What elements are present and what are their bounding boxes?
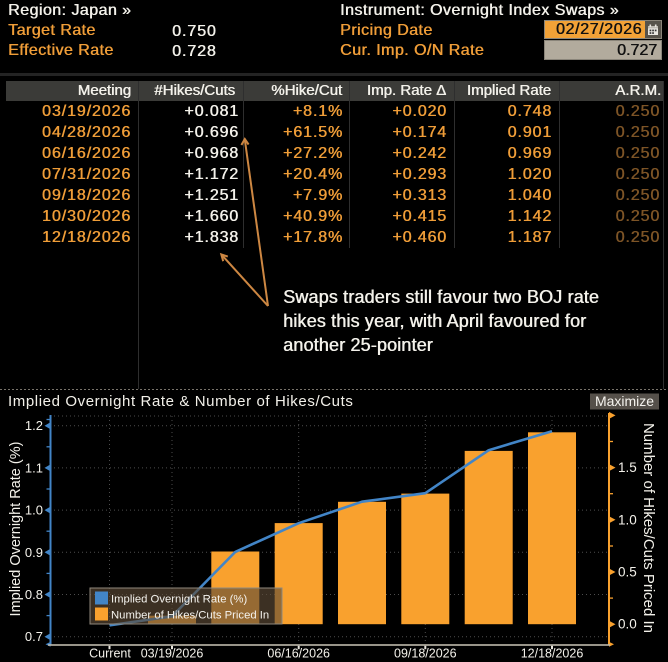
svg-text:Implied Overnight Rate & Numbe: Implied Overnight Rate & Number of Hikes…	[8, 393, 353, 410]
svg-text:Maximize: Maximize	[595, 393, 654, 409]
svg-text:Current: Current	[89, 647, 131, 661]
svg-text:1.2: 1.2	[25, 418, 43, 433]
svg-text:Implied Overnight Rate (%): Implied Overnight Rate (%)	[111, 594, 247, 606]
svg-text:1.0: 1.0	[618, 512, 637, 527]
svg-text:1.0: 1.0	[25, 503, 43, 518]
svg-text:0.0: 0.0	[618, 617, 637, 632]
svg-text:12/18/2026: 12/18/2026	[521, 647, 584, 661]
svg-text:Number of Hikes/Cuts Priced In: Number of Hikes/Cuts Priced In	[111, 610, 269, 622]
svg-text:1.1: 1.1	[25, 460, 43, 475]
svg-text:06/16/2026: 06/16/2026	[267, 647, 330, 661]
svg-text:03/19/2026: 03/19/2026	[141, 647, 204, 661]
svg-text:Implied Overnight Rate (%): Implied Overnight Rate (%)	[8, 442, 24, 617]
svg-text:09/18/2026: 09/18/2026	[394, 647, 457, 661]
svg-text:0.9: 0.9	[25, 545, 43, 560]
svg-text:Number of Hikes/Cuts Priced In: Number of Hikes/Cuts Priced In	[640, 423, 657, 633]
svg-text:0.8: 0.8	[25, 587, 43, 602]
svg-text:0.7: 0.7	[25, 629, 43, 644]
svg-text:1.5: 1.5	[618, 460, 637, 475]
svg-text:0.5: 0.5	[618, 565, 637, 580]
